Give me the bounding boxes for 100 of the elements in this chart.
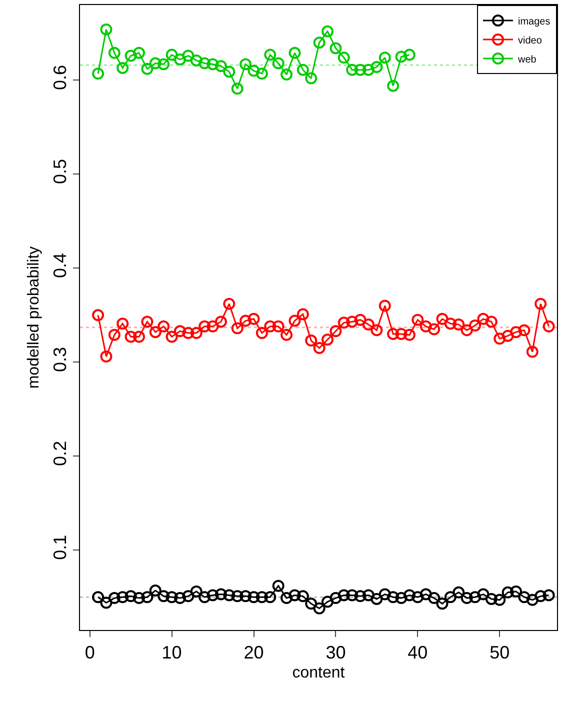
point	[362, 318, 374, 331]
point	[116, 62, 129, 74]
legend-label: video	[518, 35, 542, 46]
point	[330, 325, 342, 338]
point	[240, 590, 252, 602]
point	[436, 598, 448, 610]
point	[141, 62, 154, 75]
point	[223, 66, 236, 78]
point	[362, 589, 374, 602]
point	[346, 316, 358, 328]
point	[108, 328, 120, 341]
point	[305, 334, 318, 347]
point	[198, 320, 211, 332]
point	[346, 64, 358, 76]
x-tick-label: 20	[244, 642, 264, 663]
point	[124, 50, 137, 62]
point	[182, 327, 194, 340]
point	[428, 592, 440, 604]
point	[502, 330, 514, 342]
point	[428, 323, 440, 336]
y-tick-label: 0.4	[50, 252, 70, 278]
point	[469, 591, 482, 604]
point	[124, 590, 137, 602]
point	[248, 312, 260, 325]
point	[395, 50, 408, 63]
point	[354, 64, 366, 76]
point	[264, 48, 276, 61]
point	[370, 61, 383, 74]
point	[100, 596, 112, 609]
point	[264, 591, 276, 604]
point	[190, 327, 202, 340]
point	[116, 318, 129, 330]
y-tick-label: 0.6	[50, 64, 70, 90]
point	[420, 320, 432, 332]
point	[526, 594, 538, 606]
point	[214, 588, 227, 600]
point	[403, 48, 416, 61]
point	[494, 594, 506, 606]
legend-label: web	[517, 54, 537, 66]
point	[206, 58, 219, 70]
y-tick-label: 0.1	[50, 534, 70, 560]
x-tick-label: 40	[408, 642, 428, 663]
point	[518, 324, 530, 336]
point	[534, 590, 547, 602]
point	[288, 314, 301, 327]
point	[387, 328, 400, 340]
point	[116, 591, 129, 604]
point	[436, 312, 448, 325]
point	[330, 592, 342, 604]
x-tick-label: 50	[490, 642, 510, 663]
point	[387, 591, 400, 604]
point	[526, 346, 538, 358]
point	[370, 592, 383, 605]
point	[149, 584, 162, 597]
point	[272, 320, 284, 332]
point	[100, 350, 112, 362]
point	[231, 322, 244, 334]
point	[182, 590, 194, 602]
x-tick-label: 0	[84, 642, 95, 663]
point	[305, 72, 318, 84]
point	[190, 54, 202, 66]
point	[198, 591, 211, 604]
point	[322, 25, 334, 38]
point	[477, 312, 490, 325]
point	[403, 589, 416, 602]
point	[412, 591, 424, 604]
point	[141, 591, 154, 604]
point	[412, 314, 424, 326]
point	[280, 328, 293, 341]
point	[133, 592, 146, 604]
point	[174, 54, 186, 66]
point	[108, 592, 120, 604]
point	[166, 591, 178, 604]
point	[444, 318, 456, 330]
point	[256, 68, 268, 80]
point	[330, 42, 342, 54]
y-tick-label: 0.2	[50, 440, 70, 466]
point	[280, 68, 293, 81]
x-tick-label: 10	[162, 642, 182, 663]
point	[296, 590, 309, 602]
x-tick-label: 30	[326, 642, 346, 663]
point	[395, 328, 408, 340]
point	[313, 602, 326, 614]
point	[92, 309, 104, 322]
point	[378, 52, 391, 64]
point	[190, 585, 202, 598]
point	[231, 590, 244, 602]
point	[485, 592, 498, 605]
point	[214, 60, 227, 72]
point	[469, 319, 482, 332]
point	[272, 580, 284, 592]
point	[288, 589, 301, 602]
point	[166, 330, 178, 343]
point	[542, 320, 555, 332]
point	[92, 68, 104, 80]
point	[124, 330, 137, 343]
point	[198, 57, 211, 70]
point	[223, 589, 236, 602]
point	[296, 308, 309, 320]
point	[502, 586, 514, 598]
